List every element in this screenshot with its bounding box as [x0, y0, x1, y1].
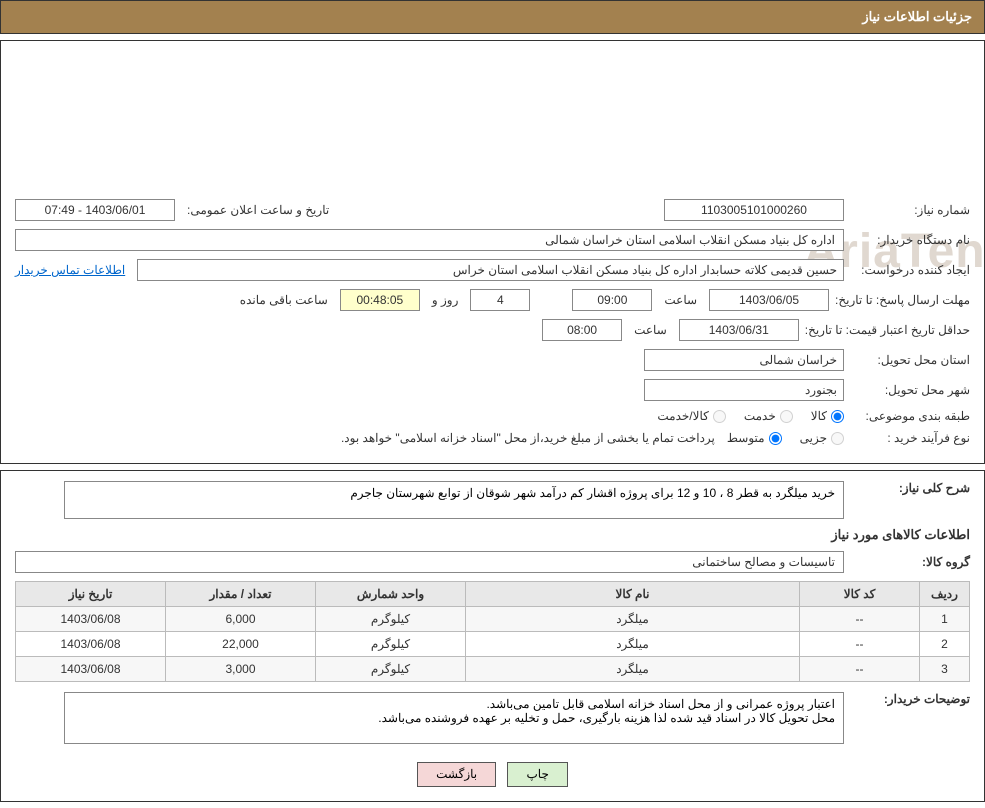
radio-small-input[interactable]	[831, 432, 844, 445]
radio-goods-input[interactable]	[831, 410, 844, 423]
table-cell: میلگرد	[466, 657, 800, 682]
detail-panel: شرح کلی نیاز: اطلاعات کالاهای مورد نیاز …	[0, 470, 985, 802]
price-validity-label: حداقل تاریخ اعتبار قیمت: تا تاریخ:	[805, 323, 970, 337]
process-radio-group: جزیی متوسط	[727, 431, 844, 445]
buyer-org-label: نام دستگاه خریدار:	[850, 233, 970, 247]
radio-small[interactable]: جزیی	[800, 431, 844, 445]
announce-label: تاریخ و ساعت اعلان عمومی:	[187, 203, 329, 217]
table-cell: میلگرد	[466, 607, 800, 632]
table-cell: 3,000	[166, 657, 316, 682]
table-cell: --	[800, 607, 920, 632]
th-index: ردیف	[920, 582, 970, 607]
process-note: پرداخت تمام یا بخشی از مبلغ خرید،از محل …	[341, 431, 715, 445]
table-cell: 1403/06/08	[16, 632, 166, 657]
items-section-label: اطلاعات کالاهای مورد نیاز	[15, 527, 970, 543]
radio-goods-service[interactable]: کالا/خدمت	[657, 409, 725, 423]
time-label-2: ساعت	[634, 323, 667, 337]
table-cell: کیلوگرم	[316, 632, 466, 657]
desc-textarea[interactable]	[64, 481, 844, 519]
process-label: نوع فرآیند خرید :	[850, 431, 970, 445]
radio-medium-input[interactable]	[769, 432, 782, 445]
items-table: ردیف کد کالا نام کالا واحد شمارش تعداد /…	[15, 581, 970, 682]
group-label: گروه کالا:	[850, 555, 970, 569]
category-radio-group: کالا خدمت کالا/خدمت	[657, 409, 844, 423]
print-button[interactable]: چاپ	[507, 762, 567, 787]
requester-field: حسین قدیمی کلاته حسابدار اداره کل بنیاد …	[137, 259, 844, 281]
buyer-org-field: اداره کل بنیاد مسکن انقلاب اسلامی استان …	[15, 229, 844, 251]
table-row: 3--میلگردکیلوگرم3,0001403/06/08	[16, 657, 970, 682]
announce-field: 1403/06/01 - 07:49	[15, 199, 175, 221]
table-cell: 1403/06/08	[16, 657, 166, 682]
th-date: تاریخ نیاز	[16, 582, 166, 607]
radio-service-input[interactable]	[780, 410, 793, 423]
table-cell: --	[800, 632, 920, 657]
table-cell: 22,000	[166, 632, 316, 657]
need-number-label: شماره نیاز:	[850, 203, 970, 217]
requester-label: ایجاد کننده درخواست:	[850, 263, 970, 277]
th-name: نام کالا	[466, 582, 800, 607]
radio-goods[interactable]: کالا	[811, 409, 844, 423]
reply-time-field: 09:00	[572, 289, 652, 311]
back-button[interactable]: بازگشت	[417, 762, 496, 787]
category-label: طبقه بندی موضوعی:	[850, 409, 970, 423]
page-header: جزئیات اطلاعات نیاز	[0, 0, 985, 34]
button-row: چاپ بازگشت	[15, 752, 970, 791]
table-cell: میلگرد	[466, 632, 800, 657]
table-cell: 1	[920, 607, 970, 632]
th-code: کد کالا	[800, 582, 920, 607]
days-label: روز و	[432, 293, 459, 307]
days-remaining-field: 4	[470, 289, 530, 311]
table-cell: 6,000	[166, 607, 316, 632]
price-time-field: 08:00	[542, 319, 622, 341]
th-qty: تعداد / مقدار	[166, 582, 316, 607]
buyer-contact-link[interactable]: اطلاعات تماس خریدار	[15, 263, 125, 277]
city-field: بجنورد	[644, 379, 844, 401]
table-cell: 2	[920, 632, 970, 657]
radio-medium[interactable]: متوسط	[727, 431, 782, 445]
table-row: 2--میلگردکیلوگرم22,0001403/06/08	[16, 632, 970, 657]
remaining-label: ساعت باقی مانده	[240, 293, 328, 307]
radio-goods-service-input[interactable]	[713, 410, 726, 423]
province-label: استان محل تحویل:	[850, 353, 970, 367]
buyer-notes-textarea[interactable]	[64, 692, 844, 744]
price-date-field: 1403/06/31	[679, 319, 799, 341]
th-unit: واحد شمارش	[316, 582, 466, 607]
table-cell: 1403/06/08	[16, 607, 166, 632]
city-label: شهر محل تحویل:	[850, 383, 970, 397]
info-panel: AriaTender.net شماره نیاز: 1103005101000…	[0, 40, 985, 464]
table-cell: --	[800, 657, 920, 682]
page-title: جزئیات اطلاعات نیاز	[862, 9, 972, 24]
province-field: خراسان شمالی	[644, 349, 844, 371]
group-field: تاسیسات و مصالح ساختمانی	[15, 551, 844, 573]
reply-deadline-label: مهلت ارسال پاسخ: تا تاریخ:	[835, 293, 970, 307]
table-cell: کیلوگرم	[316, 657, 466, 682]
table-cell: کیلوگرم	[316, 607, 466, 632]
table-cell: 3	[920, 657, 970, 682]
table-header-row: ردیف کد کالا نام کالا واحد شمارش تعداد /…	[16, 582, 970, 607]
countdown-field: 00:48:05	[340, 289, 420, 311]
table-row: 1--میلگردکیلوگرم6,0001403/06/08	[16, 607, 970, 632]
radio-service[interactable]: خدمت	[744, 409, 793, 423]
need-number-field: 1103005101000260	[664, 199, 844, 221]
desc-label: شرح کلی نیاز:	[850, 481, 970, 495]
time-label-1: ساعت	[664, 293, 697, 307]
reply-date-field: 1403/06/05	[709, 289, 829, 311]
buyer-notes-label: توضیحات خریدار:	[850, 692, 970, 706]
